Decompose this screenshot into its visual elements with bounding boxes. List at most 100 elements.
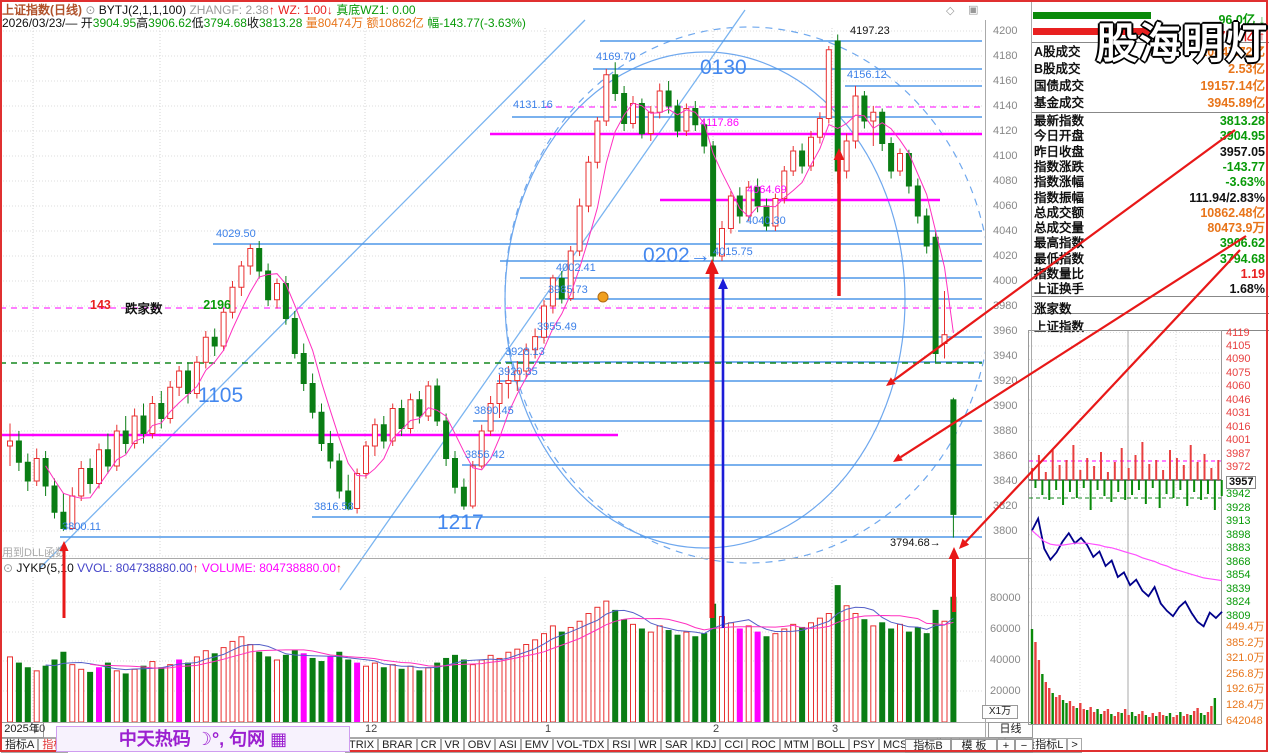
price-annotation: 4197.23 [850, 25, 890, 37]
mini-price-tick: 4031 [1226, 407, 1251, 420]
tab-指标A[interactable]: 指标A [1, 738, 39, 753]
date-annotation: 0130 [700, 56, 747, 79]
volume-indicator-name: JYKP(5,10 [16, 561, 74, 575]
date-annotation: 1217 [437, 511, 484, 534]
quote-row-value: 111.94/2.83% [1189, 190, 1265, 205]
watermark-guhaimingdeng: 股海明灯 [1096, 20, 1269, 67]
price-annotation: 3856.42 [465, 449, 505, 461]
tab-BOLL[interactable]: BOLL [812, 738, 849, 753]
tab-CCI[interactable]: CCI [720, 738, 748, 753]
volume-tick: 20000 [990, 685, 1021, 697]
tab-PSY[interactable]: PSY [848, 738, 879, 753]
mini-price-tick: 4075 [1226, 366, 1251, 379]
quote-row-value: 3813.28 [1219, 114, 1265, 128]
tab-ASI[interactable]: ASI [495, 738, 521, 753]
price-annotation: 3985.73 [548, 284, 588, 296]
price-tick: 4040 [993, 225, 1018, 237]
price-tick: 3840 [993, 475, 1018, 487]
month-tick: 12 [365, 723, 378, 735]
quote-row-value: 3957.05 [1219, 144, 1265, 159]
axis-left-border [985, 20, 986, 740]
tab-indicator-b[interactable]: 指标B [905, 739, 951, 753]
close-label: 收 [246, 16, 259, 30]
tab-WR[interactable]: WR [634, 738, 661, 753]
quote-row-label: 指数振幅 [1034, 190, 1085, 205]
tab->[interactable]: > [1067, 738, 1082, 753]
price-tick: 3920 [993, 375, 1018, 387]
price-tick: 3820 [993, 500, 1018, 512]
open-value: 3904.95 [92, 16, 137, 30]
price-tick: 3900 [993, 400, 1018, 412]
price-annotation: 3920.35 [498, 366, 538, 378]
quote-row: 指数量比 1.19 [1034, 267, 1265, 282]
tab-RSI[interactable]: RSI [608, 738, 635, 753]
price-annotation: 4169.70 [596, 51, 636, 63]
tab-KDJ[interactable]: KDJ [691, 738, 721, 753]
tab-ROC[interactable]: ROC [747, 738, 780, 753]
tab-SAR[interactable]: SAR [660, 738, 692, 753]
high-value: 3906.62 [148, 16, 192, 30]
main-chart-canvas[interactable] [0, 0, 985, 723]
price-tick: 4000 [993, 275, 1018, 287]
mini-price-tick: 3883 [1226, 542, 1251, 555]
quote-row-value: 3904.95 [1219, 129, 1265, 144]
close-value: 3813.28 [258, 16, 303, 30]
period-selector[interactable]: 日线 [988, 722, 1033, 738]
quote-row-label: 最高指数 [1034, 236, 1085, 251]
price-tick: 4020 [993, 250, 1018, 262]
tab-template[interactable]: 模 板 [951, 739, 997, 753]
collapse-icon[interactable]: ⊙ [3, 561, 14, 575]
tab-OBV[interactable]: OBV [463, 738, 496, 753]
price-tick: 3800 [993, 525, 1018, 537]
price-annotation: 4064.69 [747, 184, 787, 196]
price-annotation: 3800.11 [62, 521, 101, 533]
quote-row-value: 1.19 [1240, 267, 1265, 281]
tab-EMV[interactable]: EMV [520, 738, 553, 753]
quote-row: 昨日收盘 3957.05 [1034, 145, 1265, 160]
price-annotation: 4002.41 [556, 262, 596, 274]
quote-row-label: 指数涨跌 [1034, 159, 1085, 174]
tab-MTM[interactable]: MTM [779, 738, 813, 753]
zoom-out-button[interactable]: − [1015, 739, 1033, 753]
quote-row-label: 基金成交 [1034, 96, 1085, 110]
quote-row: 最新指数 3813.28 [1034, 114, 1265, 129]
price-annotation: 3794.68→ [890, 537, 941, 549]
month-tick: 1 [545, 723, 552, 735]
intraday-mini-chart[interactable] [1028, 328, 1224, 728]
quote-row-label: B股成交 [1034, 62, 1081, 76]
price-annotation: 4015.75 [713, 246, 753, 258]
mini-volume-tick: 192.6万 [1226, 683, 1265, 696]
price-tick: 4140 [993, 100, 1018, 112]
diamond-icon[interactable]: ◇ [946, 5, 955, 17]
mini-volume-tick: 449.4万 [1226, 621, 1265, 633]
price-annotation: 4117.86 [700, 117, 739, 129]
quote-row-value: 80473.9万 [1207, 221, 1265, 236]
window-icon[interactable]: ▣ [968, 4, 979, 16]
price-tick: 4160 [993, 75, 1018, 87]
quote-row-label: 国债成交 [1034, 79, 1085, 93]
tab-VR[interactable]: VR [440, 738, 464, 753]
mini-price-tick: 3854 [1226, 569, 1251, 582]
mini-price-tick: 3839 [1226, 582, 1251, 595]
volume-tick: 60000 [990, 623, 1021, 635]
date-annotation: 0202→ [643, 244, 711, 267]
mini-price-tick: 3898 [1226, 528, 1251, 541]
change-label: 幅-143.77(-3.63%) [427, 16, 526, 30]
low-label: 低 [191, 16, 204, 30]
price-annotation: 3928.13 [505, 346, 545, 358]
zoom-in-button[interactable]: + [997, 739, 1015, 753]
price-tick: 3940 [993, 350, 1018, 362]
volume-arrow-icon: ↑ [336, 561, 342, 575]
quote-row: 指数振幅 111.94/2.83% [1034, 191, 1265, 206]
volume-unit-label: X1万 [982, 705, 1018, 719]
quote-row-label: 总成交额 [1034, 205, 1085, 220]
vvol-arrow-icon: ↑ [192, 561, 199, 575]
quote-row-value: 3794.68 [1219, 251, 1265, 266]
price-annotation: 3816.58 [314, 501, 354, 513]
tab-VOL-TDX[interactable]: VOL-TDX [552, 738, 609, 753]
axis-divider [0, 722, 1032, 723]
tab-CR[interactable]: CR [416, 738, 441, 753]
quote-row-label: 今日开盘 [1034, 129, 1085, 144]
tab-BRAR[interactable]: BRAR [378, 738, 417, 753]
amount-label: 额10862亿 [366, 16, 424, 30]
